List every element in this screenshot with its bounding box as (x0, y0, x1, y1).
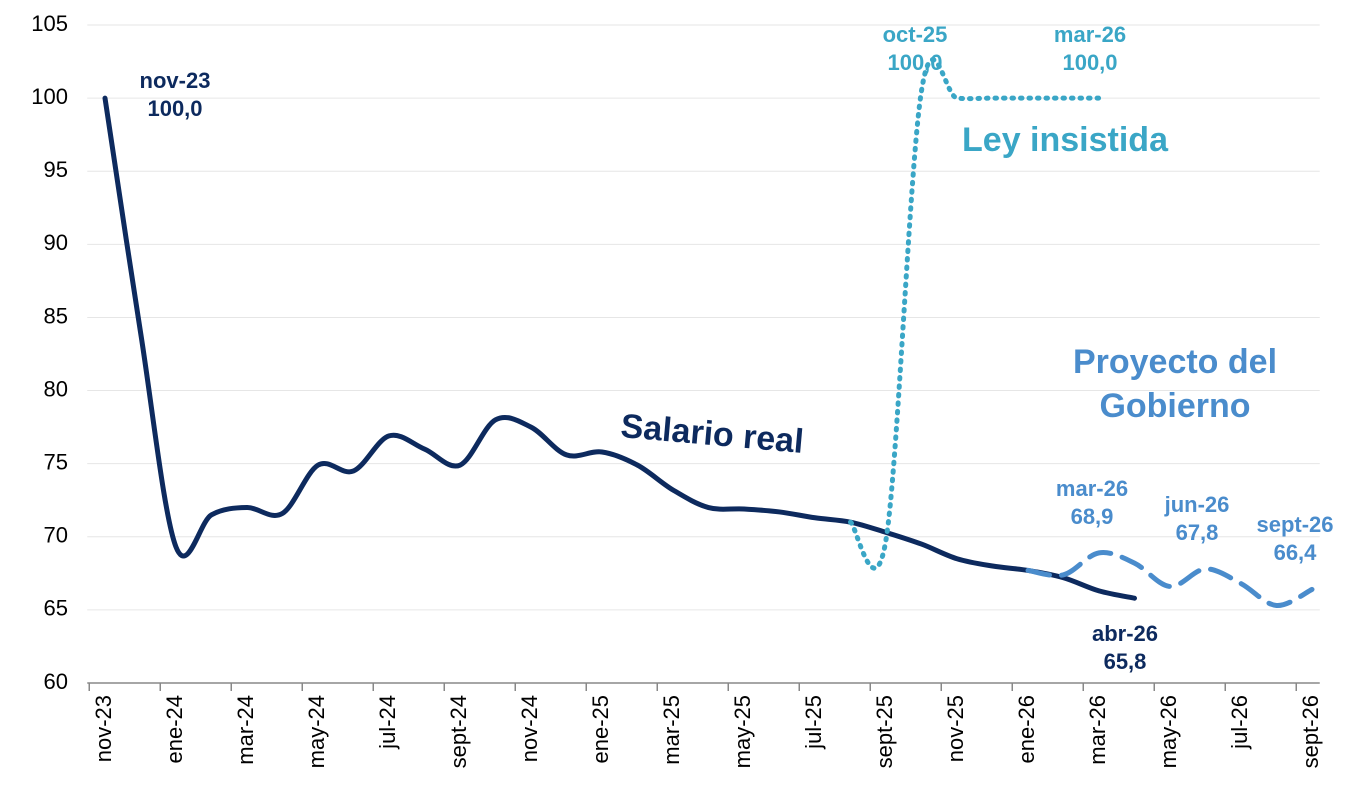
x-tick-label: mar-26 (1085, 695, 1110, 765)
x-tick-label: nov-24 (517, 695, 542, 762)
y-tick-label: 90 (44, 230, 68, 255)
x-tick-label: sept-25 (872, 695, 897, 768)
annotation-value: 65,8 (1104, 649, 1147, 674)
x-tick-label: sept-26 (1298, 695, 1323, 768)
x-tick-label: jul-25 (801, 695, 826, 750)
series-label: Proyecto del Gobierno (1072, 343, 1278, 425)
annotation-date: oct-25 (883, 22, 948, 47)
x-tick-label: may-24 (304, 695, 329, 768)
x-tick-label: ene-24 (162, 695, 187, 764)
y-tick-label: 95 (44, 157, 68, 182)
y-tick-label: 75 (44, 449, 68, 474)
annotation-value: 100,0 (1062, 50, 1117, 75)
line-series (848, 57, 1102, 571)
x-tick-label: jul-24 (375, 695, 400, 750)
series-label: Ley insistida (962, 121, 1169, 159)
annotation-date: abr-26 (1092, 621, 1158, 646)
y-tick-label: 80 (44, 376, 68, 401)
annotation-value: 67,8 (1176, 520, 1219, 545)
y-tick-label: 105 (31, 11, 68, 36)
x-tick-label: sept-24 (446, 695, 471, 768)
line-series (1025, 550, 1315, 609)
y-tick-label: 65 (44, 596, 68, 621)
annotation-date: nov-23 (140, 68, 211, 93)
y-tick-label: 60 (44, 669, 68, 694)
x-tick-label: ene-25 (588, 695, 613, 764)
x-tick-label: may-25 (730, 695, 755, 768)
y-tick-label: 70 (44, 523, 68, 548)
x-tick-label: nov-23 (91, 695, 116, 762)
annotation-value: 100,0 (887, 50, 942, 75)
x-tick-label: ene-26 (1014, 695, 1039, 764)
line-series (102, 95, 1137, 601)
annotation-value: 68,9 (1071, 504, 1114, 529)
annotation-date: jun-26 (1164, 492, 1230, 517)
x-tick-label: mar-25 (659, 695, 684, 765)
annotation-date: mar-26 (1054, 22, 1126, 47)
annotation-value: 100,0 (147, 96, 202, 121)
annotation-value: 66,4 (1274, 540, 1318, 565)
x-tick-label: may-26 (1156, 695, 1181, 768)
y-tick-label: 85 (44, 303, 68, 328)
x-tick-label: jul-26 (1227, 695, 1252, 750)
annotation-date: mar-26 (1056, 476, 1128, 501)
x-tick-label: mar-24 (233, 695, 258, 765)
series-label: Salario real (619, 407, 805, 461)
x-tick-label: nov-25 (943, 695, 968, 762)
y-tick-label: 100 (31, 84, 68, 109)
annotation-date: sept-26 (1256, 512, 1333, 537)
